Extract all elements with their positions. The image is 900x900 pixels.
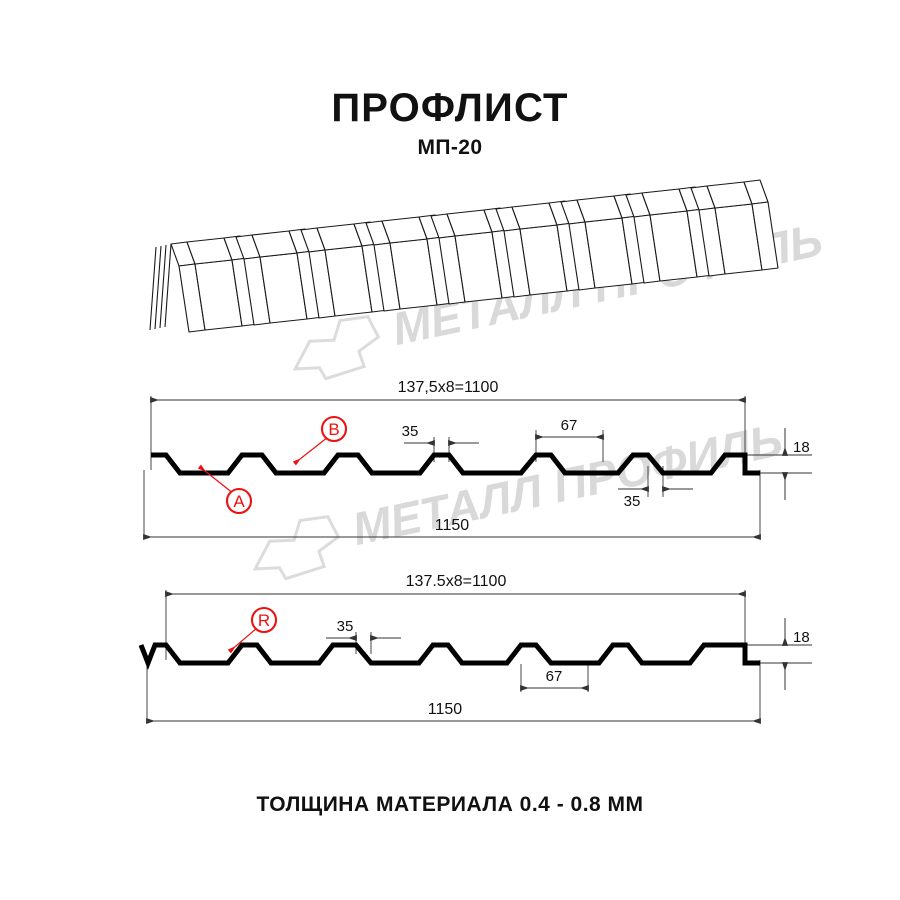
page-subtitle: МП-20 [417,136,483,159]
material-thickness-note: ТОЛЩИНА МАТЕРИАЛА 0.4 - 0.8 ММ [256,793,644,816]
dimension-height-bottom: 18 [781,618,810,690]
dimension-label-width-bottom: 1150 [428,701,463,718]
extension-lines-bottom [146,590,812,722]
dimension-label-width-top: 1150 [435,517,470,534]
extension-lines-top [143,396,812,538]
dimension-flat-bottom: 67 [520,668,589,692]
dimension-label-height-bottom: 18 [793,629,810,646]
watermark-logo-icon [292,314,381,381]
profile-outline-top [151,452,760,476]
balloon-a-label: A [233,492,245,511]
dimension-height-top: 18 [781,428,810,500]
balloon-r-label: R [258,611,270,630]
dimension-flat-top: 67 [535,417,604,441]
cross-section-bottom: 137.5x8=1100 1150 35 67 18 [138,573,812,725]
dimension-label-height-top: 18 [793,439,810,456]
balloon-a: A [197,464,253,515]
dimension-label-flat-top: 67 [561,417,578,434]
dimension-valley-top: 35 [618,485,693,510]
page-title: ПРОФЛИСТ [331,86,569,130]
dimension-label-rib-bottom: 35 [337,618,354,635]
dimension-rib-bottom: 35 [326,618,401,642]
balloon-b-label: B [328,420,339,439]
dimension-label-valley-top: 35 [624,493,641,510]
cross-section-top: 137,5x8=1100 1150 35 67 35 [143,379,812,541]
dimension-label-pitch-bottom: 137.5x8=1100 [406,573,507,590]
profile-outline-bottom [138,642,760,670]
balloon-b: B [292,415,348,466]
dimension-label-pitch-top: 137,5x8=1100 [398,379,499,396]
isometric-profile-view [149,179,779,333]
dimension-label-rib-top: 35 [402,423,419,440]
dimension-label-flat-bottom: 67 [546,668,563,685]
dimension-rib-top: 35 [402,423,479,447]
balloon-r: R [227,606,278,654]
